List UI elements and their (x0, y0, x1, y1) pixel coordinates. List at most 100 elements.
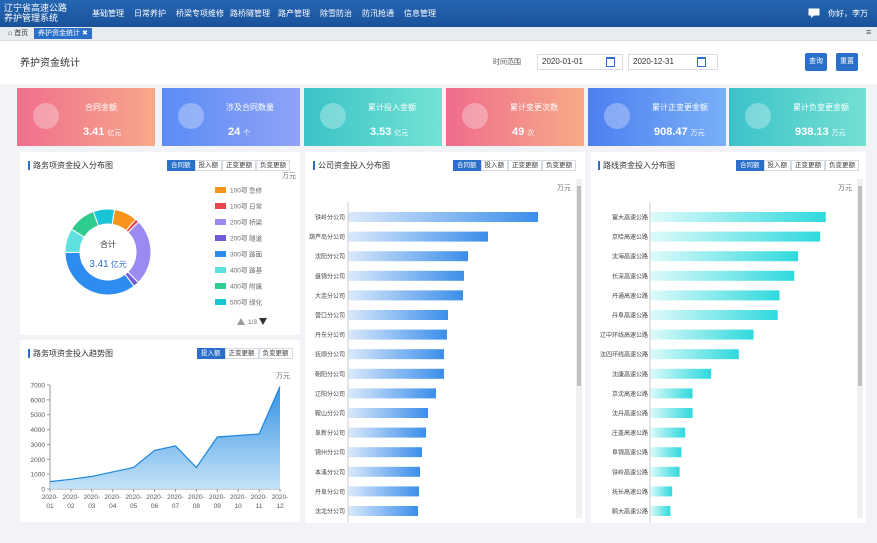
tab-label: 养护资金统计 (38, 30, 80, 37)
tab-bar: ⌂ 首页 养护资金统计 ✖ ≡ (0, 27, 877, 41)
panel-tab[interactable]: 投入额 (480, 160, 508, 171)
home-tab[interactable]: ⌂ 首页 (8, 30, 29, 37)
menu-item[interactable]: 路产管理 (278, 9, 310, 18)
x-tick-label: 2020-07 (167, 494, 184, 510)
panel-tab[interactable]: 投入额 (194, 160, 222, 171)
panel-tab[interactable]: 正变更额 (508, 160, 542, 171)
y-tick-label: 营口分公司 (315, 312, 345, 320)
active-tab[interactable]: 养护资金统计 ✖ (34, 28, 92, 39)
bar (348, 427, 426, 438)
panel-tab[interactable]: 投入额 (197, 348, 225, 359)
legend-swatch (215, 235, 226, 241)
menu-item[interactable]: 路桥隧管理 (230, 9, 270, 18)
start-date[interactable]: 2020-01-01 (537, 54, 623, 70)
card-label: 累计变更次数 (510, 103, 558, 112)
menu-item[interactable]: 桥梁专项维修 (176, 9, 224, 18)
menu-item[interactable]: 日常养护 (134, 9, 166, 18)
panel-tab[interactable]: 负变更额 (258, 348, 293, 359)
reset-button[interactable]: 重置 (836, 53, 858, 71)
card-value-row: 3.41 亿元 (83, 122, 121, 140)
stat-card: 累计投入金额 3.53 亿元 (304, 88, 442, 146)
message-icon[interactable] (808, 8, 820, 18)
bar (348, 251, 468, 262)
bar (348, 231, 488, 242)
bar (650, 329, 754, 340)
panel-tab[interactable]: 正变更额 (224, 348, 259, 359)
menu-item[interactable]: 基础管理 (92, 9, 124, 18)
bar (650, 486, 673, 497)
page-prev[interactable] (237, 318, 245, 325)
panel-tab[interactable]: 负变更额 (256, 160, 290, 171)
card-label: 涉及合同数量 (226, 103, 274, 112)
x-tick-label: 2020-01 (42, 494, 59, 510)
x-tick-label: 2020-12 (272, 494, 289, 510)
bar (650, 270, 795, 281)
y-tick-label: 丹东分公司 (315, 331, 345, 339)
card-icon (320, 103, 346, 129)
legend-label: 200项 桥梁 (230, 218, 263, 227)
panel-tab[interactable]: 合同额 (453, 160, 481, 171)
panel-tab[interactable]: 正变更额 (791, 160, 825, 171)
bar (650, 408, 693, 418)
query-button[interactable]: 查询 (805, 53, 827, 71)
legend-swatch (215, 299, 226, 305)
legend-label: 400项 路基 (230, 266, 263, 275)
panel-tab[interactable]: 负变更额 (542, 160, 576, 171)
bar (650, 212, 826, 222)
panel-tabs: 合同额 投入额 正变更额 负变更额 (167, 160, 290, 171)
panel-tab[interactable]: 合同额 (167, 160, 195, 171)
x-tick-label: 2020-03 (84, 494, 101, 510)
pie-slice (126, 221, 152, 284)
tab-label: 首页 (14, 30, 29, 37)
panel-tab[interactable]: 合同额 (736, 160, 764, 171)
card-value: 938.13 (795, 126, 829, 138)
y-tick-label: 沈海高速公路 (612, 253, 648, 261)
panel-tab[interactable]: 正变更额 (222, 160, 256, 171)
y-tick-label: 丹阜高速公路 (612, 312, 648, 320)
chart: 010002000300040005000600070002020-012020… (31, 372, 290, 510)
menu-item[interactable]: 防汛抢通 (362, 9, 394, 18)
unit-label: 万元 (838, 184, 852, 192)
unit-label: 万元 (557, 184, 571, 192)
user-name[interactable]: 你好，李万 (828, 9, 868, 18)
y-tick-label: 7000 (31, 383, 46, 390)
bar (348, 329, 447, 340)
y-tick-label: 1000 (31, 472, 46, 479)
end-date[interactable]: 2020-12-31 (628, 54, 718, 70)
menu-item[interactable]: 信息管理 (404, 9, 436, 18)
panel-title: 路务项资金投入分布图 (28, 161, 113, 170)
card-value-row: 938.13 万元 (795, 122, 846, 140)
x-tick-label: 2020-04 (104, 494, 121, 510)
y-tick-label: 沈康高速公路 (612, 370, 648, 378)
calendar-icon (697, 57, 706, 67)
legend-swatch (215, 219, 226, 225)
y-tick-label: 锦州分公司 (315, 449, 345, 457)
total-value: 3.41 (89, 259, 109, 270)
card-label: 累计负变更金额 (793, 103, 849, 112)
chart: 富大高速公路京哈高速公路沈海高速公路长深高速公路丹通高速公路丹阜高速公路辽中环线… (600, 179, 863, 523)
legend-label: 100项 急修 (230, 186, 263, 195)
panel-tab[interactable]: 负变更额 (825, 160, 859, 171)
panel-title: 路务项资金投入趋势图 (28, 349, 113, 358)
y-tick-label: 庄盖高速公路 (612, 429, 648, 437)
scrollbar-thumb[interactable] (577, 186, 581, 386)
bar (348, 486, 419, 497)
bar (650, 427, 686, 438)
bar (348, 408, 428, 418)
scrollbar-thumb[interactable] (858, 186, 862, 386)
page-next[interactable] (259, 318, 267, 325)
bar (348, 506, 418, 516)
bar (348, 349, 444, 360)
x-tick-label: 2020-10 (230, 494, 247, 510)
page-indicator: 1/3 (248, 319, 257, 326)
card-value-row: 49 次 (512, 122, 534, 140)
stat-card: 累计变更次数 49 次 (446, 88, 584, 146)
menu-icon[interactable]: ≡ (866, 27, 872, 37)
card-unit: 万元 (690, 130, 705, 137)
logo: 辽宁省高速公路养护管理系统 (4, 3, 68, 23)
menu-item[interactable]: 除雪防治 (320, 9, 352, 18)
panel: 路务项资金投入分布图 合同额 投入额 正变更额 负变更额 100项 急修 100项 日常 20… (20, 152, 300, 335)
bar (348, 368, 444, 379)
panel-tab[interactable]: 投入额 (763, 160, 791, 171)
